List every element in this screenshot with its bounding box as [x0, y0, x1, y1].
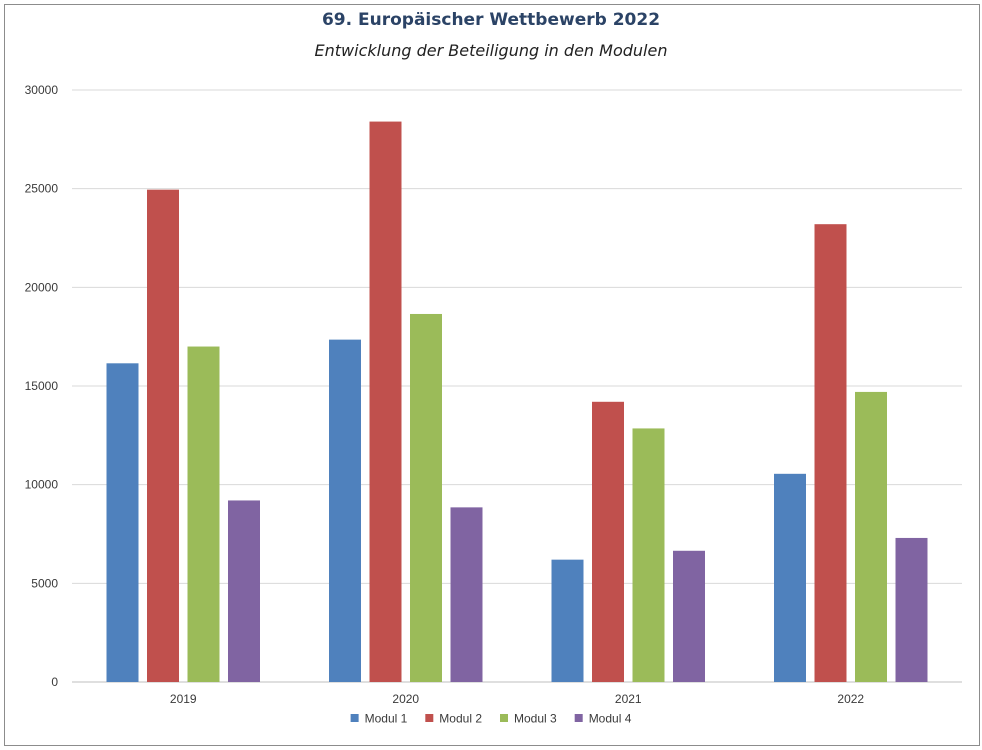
legend-label: Modul 4 — [589, 712, 632, 726]
y-tick-label: 10000 — [25, 478, 59, 492]
x-tick-label: 2021 — [615, 692, 642, 706]
bar-modul-1-2019 — [106, 363, 139, 682]
bar-modul-2-2020 — [369, 121, 402, 682]
y-tick-label: 15000 — [25, 379, 59, 393]
x-axis-ticks: 2019 2020 2021 2022 — [170, 692, 865, 706]
bar-modul-4-2021 — [673, 550, 705, 682]
chart-subtitle: Entwicklung der Beteiligung in den Modul… — [314, 41, 668, 60]
bar-modul-2-2022 — [814, 224, 847, 683]
legend-label: Modul 1 — [365, 712, 408, 726]
bar-modul-2-2021 — [592, 401, 624, 682]
bar-modul-2-2019 — [147, 189, 179, 683]
legend-item-modul-1: Modul 1 — [350, 712, 408, 726]
bars — [106, 121, 928, 683]
legend-label: Modul 3 — [514, 712, 557, 726]
chart-title: 69. Europäischer Wettbewerb 2022 — [321, 10, 661, 30]
y-tick-label: 25000 — [25, 182, 59, 196]
y-tick-label: 0 — [51, 675, 58, 689]
bar-modul-3-2021 — [632, 428, 665, 682]
bar-modul-3-2019 — [187, 346, 220, 682]
gridlines — [72, 89, 962, 683]
bar-modul-3-2022 — [855, 391, 887, 682]
y-tick-label: 20000 — [25, 280, 59, 294]
legend-label: Modul 2 — [439, 712, 482, 726]
legend-item-modul-2: Modul 2 — [425, 712, 482, 726]
legend-swatch — [425, 714, 434, 722]
legend-item-modul-4: Modul 4 — [574, 712, 632, 726]
y-tick-label: 30000 — [25, 83, 59, 97]
legend: Modul 1 Modul 2 Modul 3 Modul 4 — [350, 712, 632, 726]
bar-modul-4-2022 — [895, 537, 928, 682]
legend-swatch — [350, 714, 359, 722]
x-tick-label: 2022 — [837, 692, 864, 706]
bar-modul-1-2020 — [329, 339, 361, 682]
y-axis-ticks: 0 5000 10000 15000 20000 25000 30000 — [25, 83, 59, 689]
bar-modul-3-2020 — [410, 313, 442, 682]
legend-swatch — [574, 714, 583, 722]
bar-modul-1-2021 — [551, 559, 584, 682]
bar-modul-4-2020 — [450, 507, 483, 682]
x-tick-label: 2019 — [170, 692, 197, 706]
bar-modul-4-2019 — [228, 500, 260, 682]
bar-modul-1-2022 — [774, 473, 806, 682]
x-tick-label: 2020 — [392, 692, 419, 706]
legend-swatch — [500, 714, 508, 722]
legend-item-modul-3: Modul 3 — [500, 712, 557, 726]
y-tick-label: 5000 — [31, 576, 58, 590]
